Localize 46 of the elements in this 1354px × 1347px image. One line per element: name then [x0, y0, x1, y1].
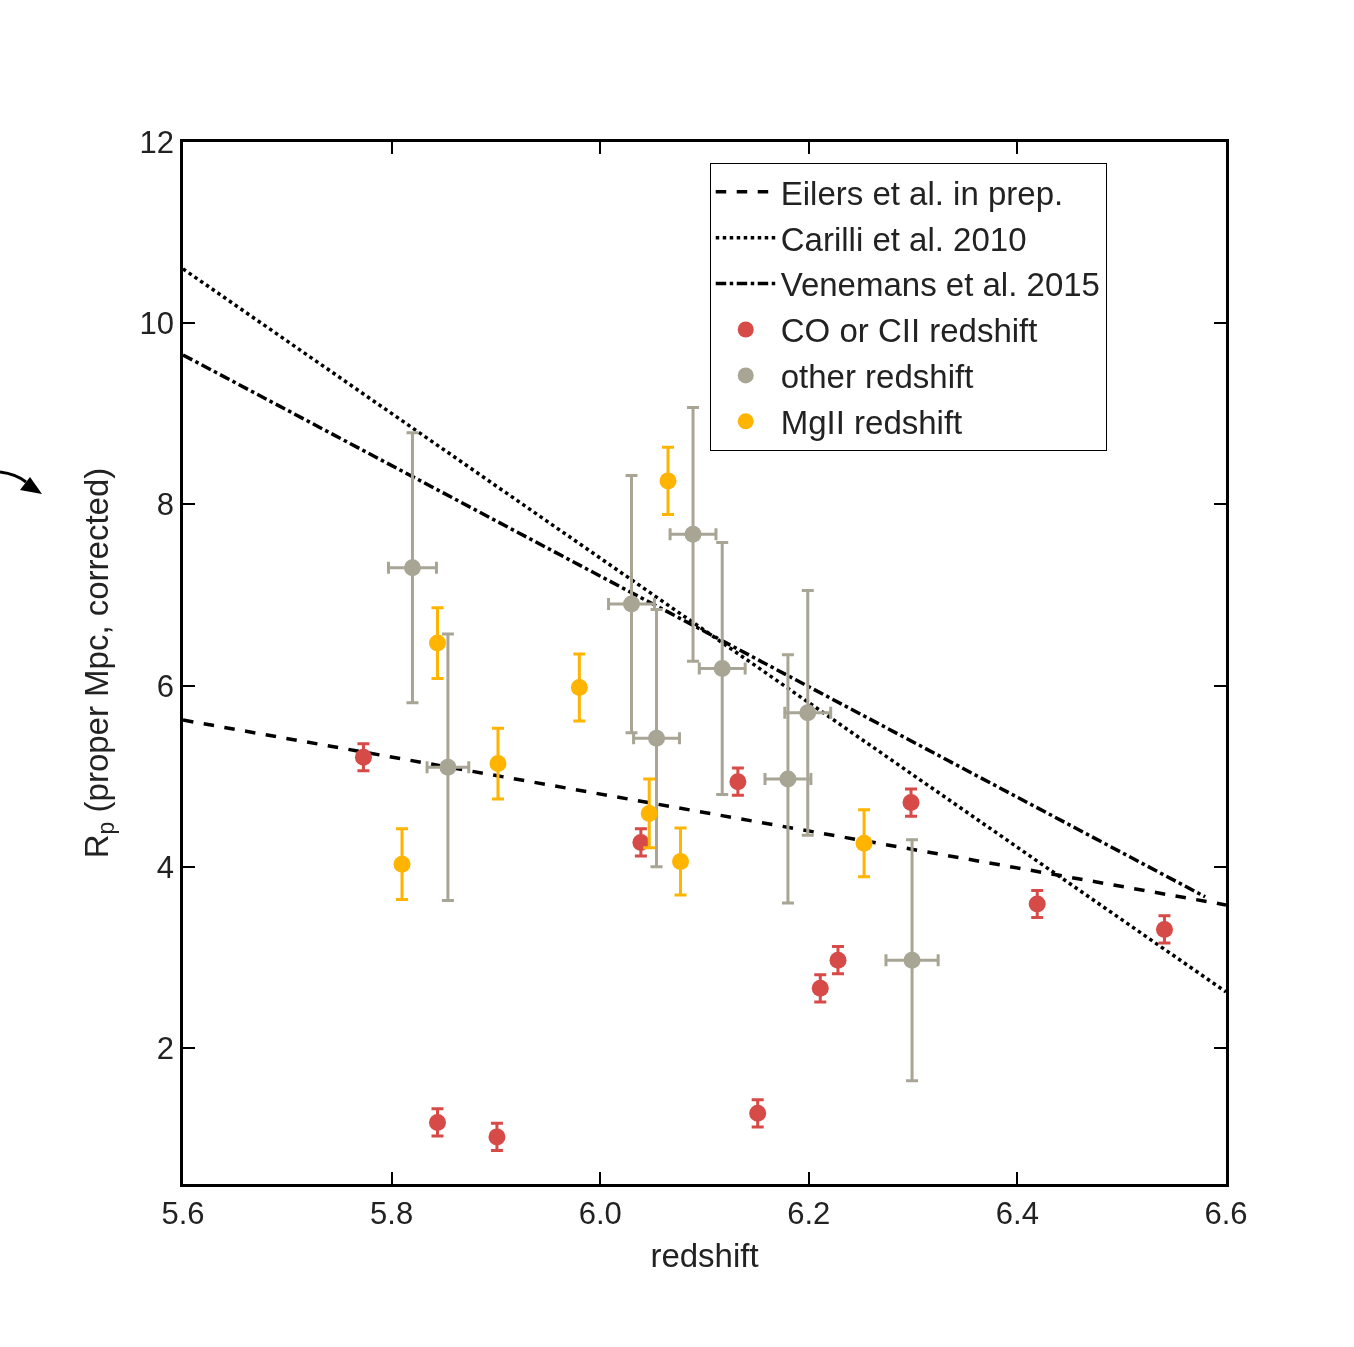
x-tick-label: 6.2 — [787, 1195, 831, 1231]
point — [1155, 920, 1173, 938]
point — [570, 678, 588, 696]
y-tick-label: 6 — [156, 668, 175, 704]
y-tick-label: 8 — [156, 487, 175, 523]
point — [429, 1113, 446, 1131]
point — [729, 773, 747, 791]
point — [403, 559, 421, 577]
y-tick-label: 2 — [156, 1030, 175, 1066]
point — [713, 659, 731, 677]
y-tick-label: 4 — [156, 849, 175, 885]
point — [855, 834, 873, 852]
point — [672, 852, 690, 870]
legend-label: Eilers et al. in prep. — [780, 174, 1064, 212]
point — [354, 748, 372, 766]
legend-label: Carilli et al. 2010 — [780, 220, 1027, 258]
point — [489, 755, 507, 773]
point — [640, 804, 658, 822]
point — [829, 951, 847, 969]
point — [648, 729, 666, 747]
x-tick-label: 6.0 — [578, 1195, 622, 1231]
point — [623, 595, 640, 613]
y-tick-label: 10 — [139, 306, 175, 342]
legend-label: other redshift — [780, 358, 974, 396]
legend-label: CO or CII redshift — [780, 312, 1038, 350]
x-axis-title: redshift — [650, 1236, 759, 1274]
point — [429, 634, 446, 652]
point — [749, 1104, 767, 1122]
point — [684, 525, 702, 543]
point — [811, 979, 829, 997]
x-tick-label: 5.6 — [161, 1195, 205, 1231]
x-tick-label: 6.6 — [1204, 1195, 1248, 1231]
point — [779, 770, 797, 788]
point — [488, 1128, 506, 1146]
point — [393, 855, 411, 873]
point — [659, 472, 677, 490]
point — [903, 951, 921, 969]
point — [799, 704, 817, 722]
point — [1028, 895, 1046, 913]
point — [902, 794, 920, 812]
x-tick-label: 5.8 — [370, 1195, 414, 1231]
legend-label: MgII redshift — [780, 404, 963, 442]
y-tick-label: 12 — [139, 124, 175, 160]
point — [439, 758, 457, 776]
legend-label: Venemans et al. 2015 — [780, 266, 1100, 304]
x-tick-label: 6.4 — [995, 1195, 1039, 1231]
